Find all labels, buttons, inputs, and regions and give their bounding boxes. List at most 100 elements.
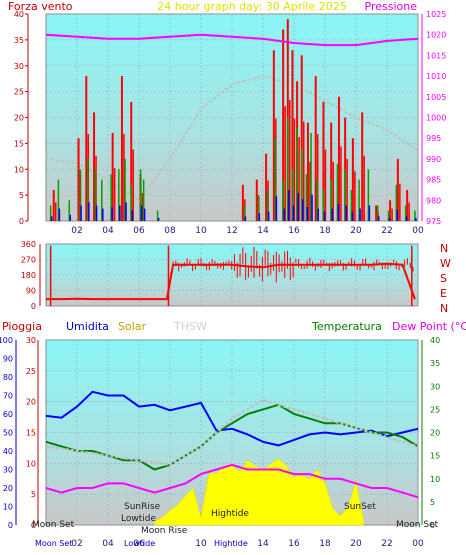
annotation-moonset-right: Moon Set [396, 520, 439, 530]
top-left-axis: 0 5 10 15 20 25 30 35 40 [14, 10, 29, 226]
humidity-axis-tick: 10 [3, 503, 13, 512]
humidity-axis-tick: 80 [3, 373, 13, 382]
top-grey-trend [45, 75, 419, 202]
top-x-tick: 14 [257, 226, 269, 236]
label-dewpoint: Dew Point (°C) [392, 320, 466, 333]
wind-axis-tick: 20 [14, 114, 24, 123]
label-umidita: Umidita [66, 320, 109, 333]
temperature-axis-tick: 40 [430, 336, 440, 345]
rain-axis-tick: 15 [26, 429, 36, 438]
top-x-tick: 06 [133, 226, 145, 236]
pressure-axis-tick: 1010 [426, 72, 446, 81]
bottom-x-tick: 06 [133, 539, 145, 549]
label-temperatura: Temperatura [311, 320, 382, 333]
mid-left-axis: 0 90 180 270 360 [21, 240, 41, 311]
direction-line [46, 262, 416, 301]
mid-direction-series [46, 245, 416, 306]
bottom-temperature-axis: 0 5 10 15 20 25 30 35 40 [421, 336, 440, 530]
top-x-tick: 18 [319, 226, 331, 236]
wind-axis-tick: 25 [14, 88, 24, 97]
bottom-x-tick: 10 [195, 539, 207, 549]
pressure-axis-tick: 1005 [426, 93, 446, 102]
temperature-axis-tick: 5 [430, 498, 435, 507]
annotation-moonset-left: Moon Set [32, 520, 75, 530]
wind-axis-tick: 30 [14, 62, 24, 71]
temperature-axis-tick: 15 [430, 452, 440, 461]
humidity-axis-tick: 20 [3, 484, 13, 493]
bottom-rain-axis: 0 5 10 15 20 25 30 [26, 336, 39, 530]
pressure-axis-tick: 1020 [426, 31, 446, 40]
header-center: 24 hour graph day: 30 Aprile 2025 [157, 0, 346, 13]
direction-axis-tick: 90 [26, 287, 36, 296]
rain-axis-tick: 20 [26, 398, 36, 407]
pressure-axis-tick: 995 [426, 134, 441, 143]
temperature-axis-tick: 20 [430, 429, 440, 438]
pressure-axis-tick: 980 [426, 196, 441, 205]
label-thsw: THSW [173, 320, 207, 333]
bottom-x-tick: 02 [71, 539, 82, 549]
series-line-umidita [45, 390, 419, 447]
top-right-axis: 975 980 985 990 995 1000 1005 1010 1015 1020 1025 [421, 10, 446, 226]
bottom-x-axis: 02 04 06 10 14 16 18 20 22 00 [71, 539, 424, 549]
bottom-x-tick: 18 [319, 539, 331, 549]
compass-label: W [440, 257, 451, 270]
temperature-axis-tick: 30 [430, 382, 440, 391]
pressure-axis-tick: 990 [426, 155, 441, 164]
bottom-line-series [45, 390, 419, 499]
bottom-x-tick: 22 [381, 539, 392, 549]
compass-label: E [440, 287, 447, 300]
wind-axis-tick: 5 [19, 191, 24, 200]
top-x-tick: 10 [195, 226, 207, 236]
bottom-x-tick: 20 [350, 539, 362, 549]
wind-axis-tick: 0 [19, 217, 24, 226]
top-x-tick: 16 [288, 226, 300, 236]
compass-label: N [440, 242, 448, 255]
humidity-axis-tick: 40 [3, 447, 13, 456]
annotation-hightide: Hightide [211, 509, 249, 519]
humidity-axis-tick: 100 [0, 336, 13, 345]
bottom-x-tick: 04 [102, 539, 114, 549]
compass-label: S [440, 272, 447, 285]
series-line-dew-point-c- [45, 463, 419, 499]
rain-axis-tick: 25 [26, 367, 36, 376]
rain-axis-tick: 5 [31, 490, 36, 499]
top-x-tick: 04 [102, 226, 114, 236]
direction-axis-tick: 270 [21, 256, 36, 265]
temperature-axis-tick: 25 [430, 405, 440, 414]
top-x-tick: 20 [350, 226, 362, 236]
top-x-tick: 22 [381, 226, 392, 236]
wind-axis-tick: 40 [14, 10, 24, 19]
bottom-x-tick: 14 [257, 539, 269, 549]
top-x-tick: 08 [164, 226, 176, 236]
rain-axis-tick: 30 [26, 336, 36, 345]
wind-axis-tick: 15 [14, 139, 24, 148]
bottom-humidity-axis: 0 10 20 30 40 50 60 70 80 90 100 [0, 336, 17, 530]
direction-axis-tick: 180 [21, 271, 36, 280]
label-solar: Solar [118, 320, 147, 333]
top-wind-series [49, 19, 417, 221]
temperature-axis-tick: 10 [430, 475, 440, 484]
humidity-axis-tick: 90 [3, 355, 13, 364]
annotation-sunrise: SunRise [124, 502, 161, 512]
temperature-axis-tick: 35 [430, 359, 440, 368]
rain-axis-tick: 0 [31, 521, 36, 530]
temperature-axis-tick: 0 [430, 521, 435, 530]
direction-axis-tick: 0 [31, 302, 36, 311]
bottom-x-tick: 00 [412, 539, 424, 549]
top-x-tick: 00 [412, 226, 424, 236]
header-left: Forza vento [8, 0, 73, 13]
mid-grid [46, 243, 419, 307]
humidity-axis-tick: 50 [3, 429, 13, 438]
compass-label: N [440, 302, 448, 315]
pressure-line [45, 33, 419, 47]
annotation-moonrise: Moon Rise [141, 526, 188, 536]
pressure-axis-tick: 1015 [426, 51, 446, 60]
top-x-tick: 02 [71, 226, 82, 236]
pressure-axis-tick: 1025 [426, 10, 446, 19]
grey-trend-line [45, 75, 419, 202]
direction-axis-tick: 360 [21, 240, 36, 249]
pressure-axis-tick: 1000 [426, 114, 446, 123]
